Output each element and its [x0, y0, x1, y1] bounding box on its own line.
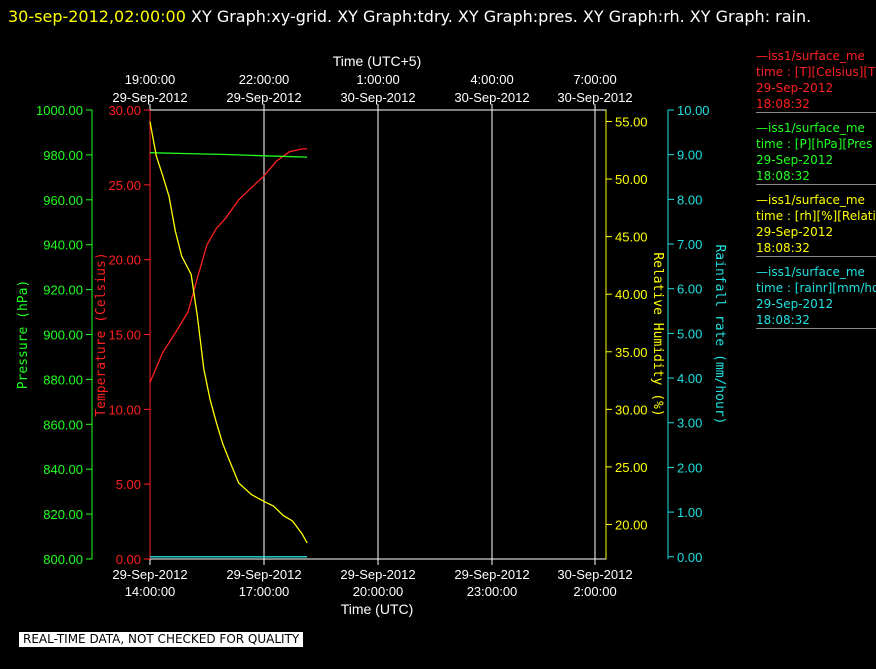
- x-top-tick-label: 1:00:00: [356, 72, 399, 87]
- x-top-tick-label: 30-Sep-2012: [557, 90, 632, 105]
- pressure-tick-label: 960.00: [43, 193, 83, 208]
- legend-entry-line: 29-Sep-2012: [756, 81, 834, 95]
- legend-entry-line: 18:08:32: [756, 312, 876, 329]
- window-title: 30-sep-2012,02:00:00 XY Graph:xy-grid. X…: [8, 2, 868, 31]
- legend-entry-line: 18:08:32: [756, 96, 876, 113]
- pressure-tick-label: 800.00: [43, 552, 83, 567]
- legend-entry-line: 29-Sep-2012: [756, 225, 834, 239]
- legend-entry-line: time : [T][Celsius][T: [756, 65, 876, 79]
- temperature-tick-label: 5.00: [116, 477, 141, 492]
- humidity-tick-label: 40.00: [615, 287, 648, 302]
- temperature-axis-label: Temperature (Celsius): [94, 252, 109, 416]
- rain-tick-label: 2.00: [677, 460, 702, 475]
- humidity-tick-label: 50.00: [615, 172, 648, 187]
- humidity-tick-label: 45.00: [615, 230, 648, 245]
- x-top-tick-label: 19:00:00: [125, 72, 176, 87]
- rain-tick-label: 8.00: [677, 192, 702, 207]
- pressure-tick-label: 1000.00: [36, 103, 83, 118]
- x-tick-label: 14:00:00: [125, 584, 176, 599]
- x-tick-label: 23:00:00: [467, 584, 518, 599]
- legend-entry-line: 29-Sep-2012: [756, 297, 834, 311]
- humidity-tick-label: 35.00: [615, 345, 648, 360]
- legend-entry-line: —iss1/surface_me: [756, 193, 865, 207]
- title-graph-list: XY Graph:xy-grid. XY Graph:tdry. XY Grap…: [185, 7, 812, 26]
- rain-tick-label: 7.00: [677, 237, 702, 252]
- x-tick-label: 30-Sep-2012: [557, 567, 632, 582]
- x-tick-label: 29-Sep-2012: [454, 567, 529, 582]
- series-line-temperature: [149, 148, 308, 383]
- rain-tick-label: 3.00: [677, 416, 702, 431]
- pressure-tick-label: 940.00: [43, 238, 83, 253]
- legend-entry-line: time : [rainr][mm/ho: [756, 281, 876, 295]
- temperature-tick-label: 0.00: [116, 552, 141, 567]
- x-tick-label: 29-Sep-2012: [340, 567, 415, 582]
- legend-entry-line: —iss1/surface_me: [756, 49, 865, 63]
- rain-tick-label: 5.00: [677, 326, 702, 341]
- legend-entry-line: —iss1/surface_me: [756, 121, 865, 135]
- x-top-tick-label: 7:00:00: [573, 72, 616, 87]
- title-timestamp: 30-sep-2012,02:00:00: [8, 7, 186, 26]
- rain-axis-label: Rainfall rate (mm/hour): [712, 244, 727, 424]
- pressure-axis-label: Pressure (hPa): [16, 280, 31, 390]
- pressure-tick-label: 840.00: [43, 462, 83, 477]
- x-top-tick-label: 29-Sep-2012: [112, 90, 187, 105]
- x-tick-label: 29-Sep-2012: [226, 567, 301, 582]
- legend-entry-line: 18:08:32: [756, 168, 876, 185]
- legend-entry-line: 18:08:32: [756, 240, 876, 257]
- temperature-tick-label: 25.00: [108, 178, 141, 193]
- pressure-tick-label: 980.00: [43, 148, 83, 163]
- rain-tick-label: 6.00: [677, 282, 702, 297]
- temperature-tick-label: 15.00: [108, 328, 141, 343]
- x-top-tick-label: 4:00:00: [470, 72, 513, 87]
- x-top-tick-label: 29-Sep-2012: [226, 90, 301, 105]
- pressure-tick-label: 880.00: [43, 372, 83, 387]
- rain-tick-label: 9.00: [677, 148, 702, 163]
- rain-tick-label: 1.00: [677, 505, 702, 520]
- series-line-pressure: [149, 152, 308, 158]
- humidity-tick-label: 20.00: [615, 517, 648, 532]
- rain-tick-label: 10.00: [677, 103, 710, 118]
- pressure-tick-label: 860.00: [43, 417, 83, 432]
- quality-banner: REAL-TIME DATA, NOT CHECKED FOR QUALITY: [19, 632, 304, 647]
- temperature-tick-label: 30.00: [108, 103, 141, 118]
- legend-entry-line: —iss1/surface_me: [756, 265, 865, 279]
- x-top-axis-label: Time (UTC+5): [333, 53, 422, 69]
- x-tick-label: 2:00:00: [573, 584, 616, 599]
- x-tick-label: 20:00:00: [353, 584, 404, 599]
- x-top-tick-label: 30-Sep-2012: [454, 90, 529, 105]
- x-tick-label: 29-Sep-2012: [112, 567, 187, 582]
- x-tick-label: 17:00:00: [239, 584, 290, 599]
- humidity-axis-label: Relative Humidity (%): [650, 252, 665, 416]
- x-axis-label: Time (UTC): [341, 601, 414, 617]
- legend-entry-line: 29-Sep-2012: [756, 153, 834, 167]
- x-top-tick-label: 22:00:00: [239, 72, 290, 87]
- temperature-tick-label: 20.00: [108, 253, 141, 268]
- x-top-tick-label: 30-Sep-2012: [340, 90, 415, 105]
- temperature-tick-label: 10.00: [108, 402, 141, 417]
- legend-entry-line: time : [P][hPa][Pres: [756, 137, 873, 151]
- humidity-tick-label: 55.00: [615, 115, 648, 130]
- legend-entry-line: time : [rh][%][Relati: [756, 209, 876, 223]
- series-line-humidity: [149, 121, 308, 544]
- pressure-tick-label: 900.00: [43, 328, 83, 343]
- pressure-tick-label: 920.00: [43, 283, 83, 298]
- rain-tick-label: 4.00: [677, 371, 702, 386]
- rain-tick-label: 0.00: [677, 550, 702, 565]
- humidity-tick-label: 30.00: [615, 402, 648, 417]
- humidity-tick-label: 25.00: [615, 460, 648, 475]
- pressure-tick-label: 820.00: [43, 507, 83, 522]
